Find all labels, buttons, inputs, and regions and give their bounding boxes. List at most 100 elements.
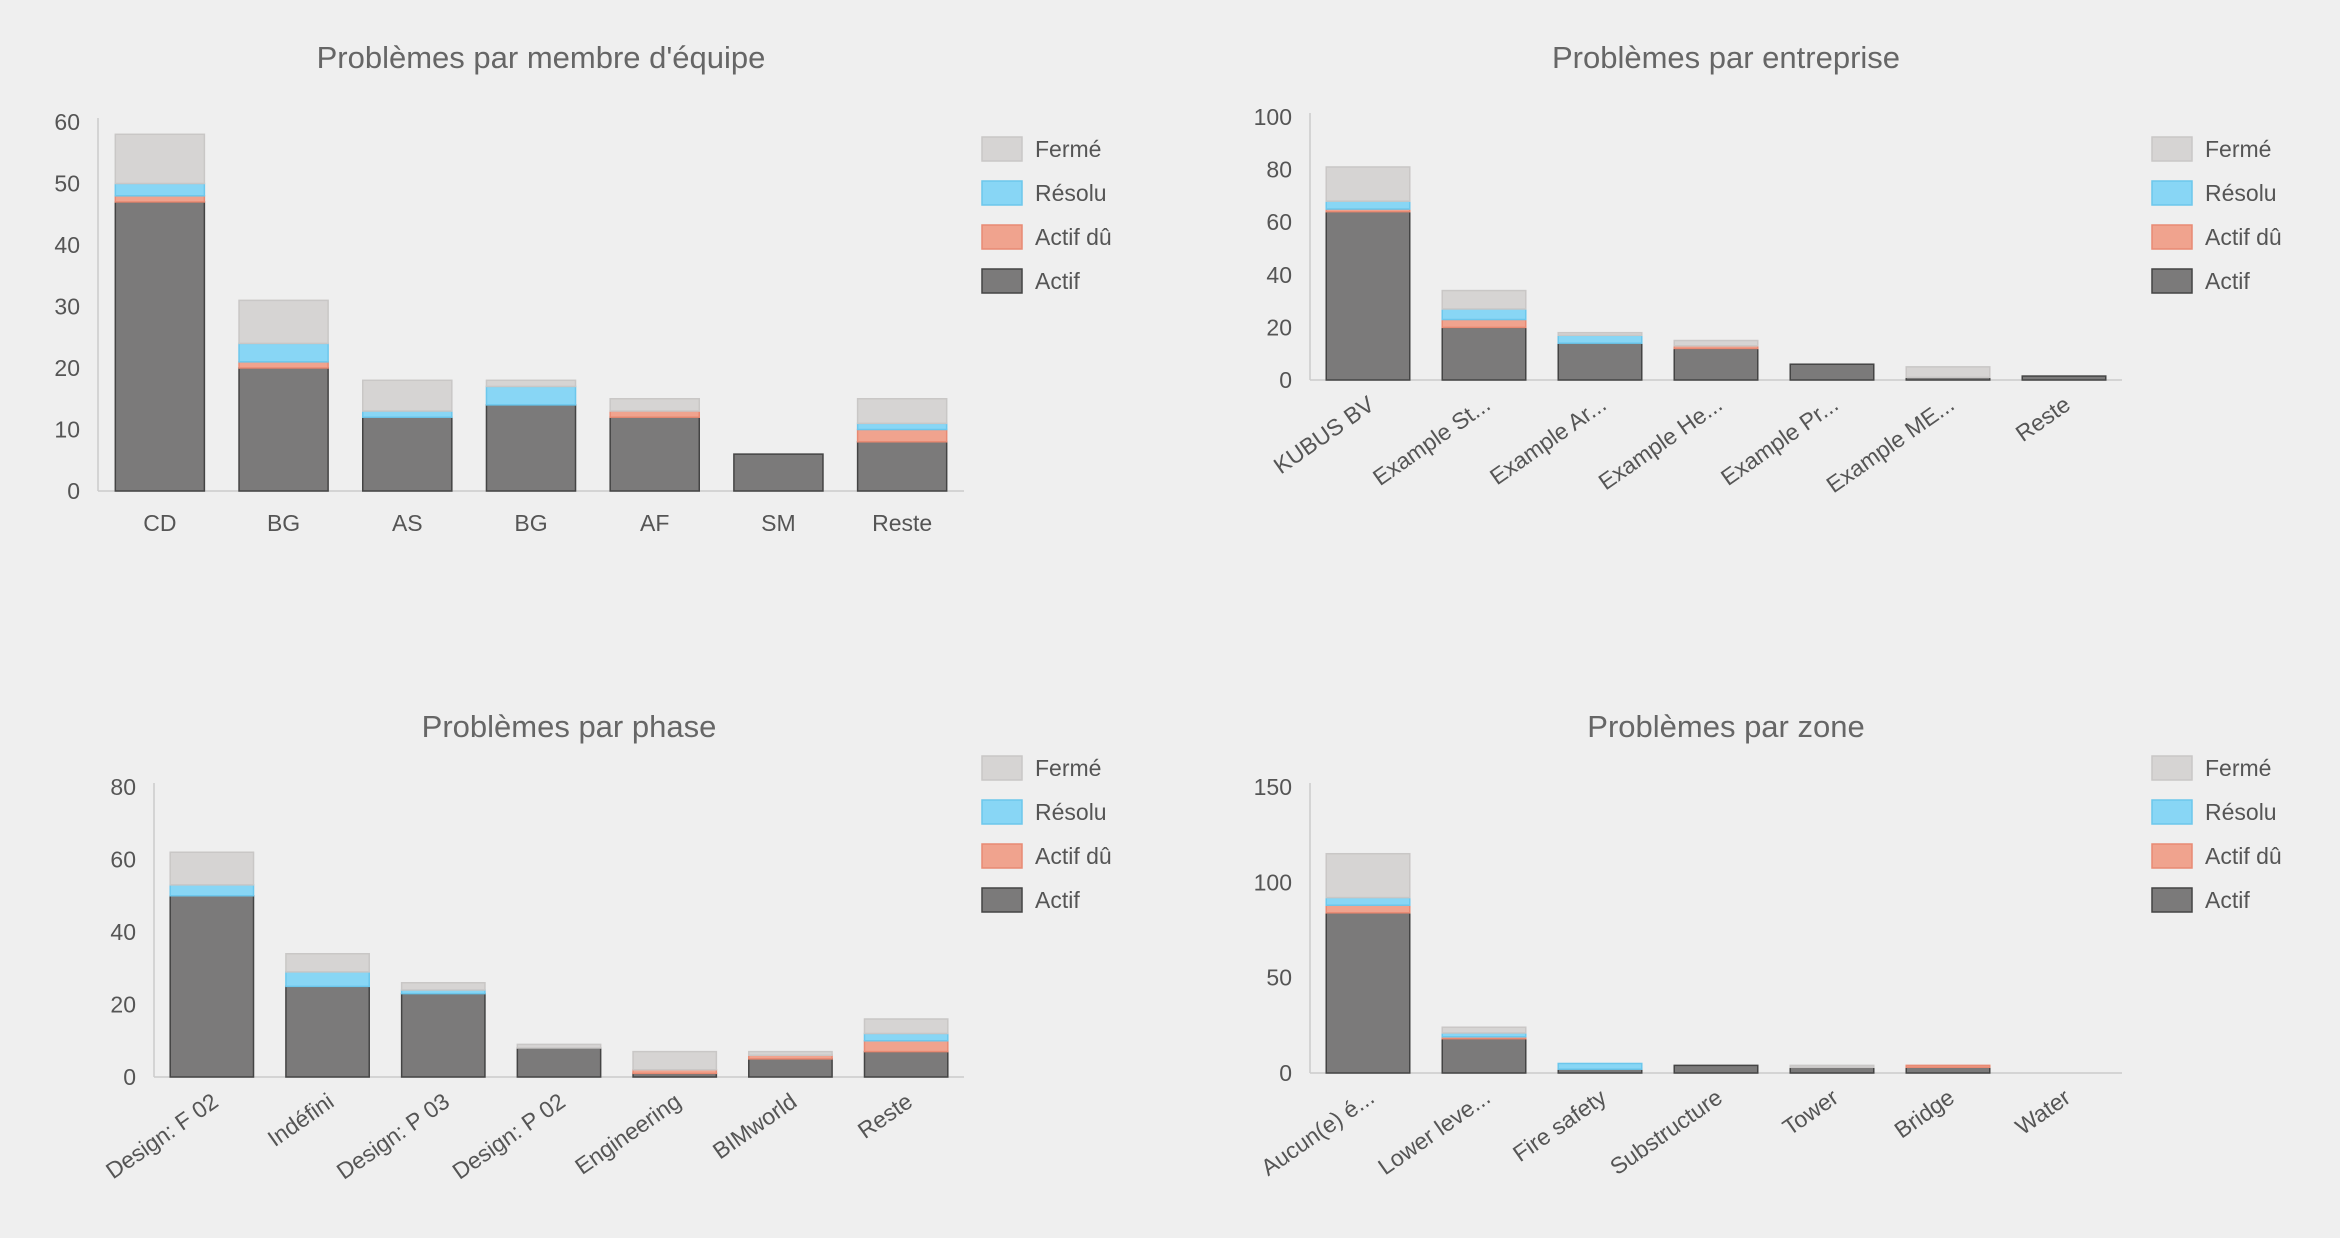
bar-segment-ferme-cd[interactable] (114, 133, 206, 185)
legend-label-ferme[interactable]: Fermé (1035, 755, 1101, 781)
bar-segment-actif-af[interactable] (609, 416, 701, 492)
legend-swatch-actif[interactable] (981, 268, 1023, 294)
legend-label-actif[interactable]: Actif (2205, 887, 2250, 913)
legend-swatch-ferme[interactable] (2151, 136, 2193, 162)
bar-segment-ferme-tower[interactable] (1789, 1064, 1875, 1069)
bar-segment-actif-sm[interactable] (733, 453, 824, 492)
legend-swatch-ferme[interactable] (981, 136, 1023, 162)
legend-swatch-actif[interactable] (981, 887, 1023, 913)
bar-segment-actif-design-p-02[interactable] (516, 1047, 602, 1078)
bar-segment-actif-du-af[interactable] (609, 410, 701, 418)
bar-segment-ferme-example-st[interactable] (1441, 289, 1527, 310)
bar-segment-actif-tower[interactable] (1789, 1066, 1875, 1074)
legend-label-resolu[interactable]: Résolu (1035, 180, 1107, 206)
bar-segment-resolu-aucun-e-e[interactable] (1325, 896, 1411, 906)
bar-segment-ferme-as[interactable] (361, 379, 453, 412)
bar-segment-actif-bg[interactable] (485, 404, 577, 492)
bar-segment-ferme-indefini[interactable] (285, 953, 370, 973)
bar-segment-actif-kubus-bv[interactable] (1325, 210, 1411, 381)
legend-swatch-actif-du[interactable] (2151, 224, 2193, 250)
bar-segment-resolu-indefini[interactable] (285, 971, 370, 988)
bar-segment-resolu-kubus-bv[interactable] (1325, 200, 1411, 210)
legend-label-resolu[interactable]: Résolu (1035, 799, 1107, 825)
bar-segment-resolu-design-f-02[interactable] (169, 884, 255, 897)
bar-segment-resolu-example-st[interactable] (1441, 308, 1527, 321)
bar-segment-ferme-example-me[interactable] (1905, 366, 1991, 379)
legend-label-actif-du[interactable]: Actif dû (1035, 224, 1112, 250)
legend-swatch-resolu[interactable] (2151, 799, 2193, 825)
legend-label-resolu[interactable]: Résolu (2205, 799, 2277, 825)
legend-swatch-actif[interactable] (2151, 268, 2193, 294)
bar-segment-actif-du-bg[interactable] (238, 361, 329, 369)
legend-swatch-actif-du[interactable] (2151, 843, 2193, 869)
bar-segment-ferme-bg[interactable] (238, 299, 329, 345)
legend-label-actif-du[interactable]: Actif dû (2205, 224, 2282, 250)
bar-segment-actif-lower-leve[interactable] (1441, 1037, 1527, 1074)
bar-segment-actif-example-he[interactable] (1673, 347, 1759, 381)
bar-segment-resolu-as[interactable] (361, 410, 453, 418)
bar-segment-actif-cd[interactable] (114, 201, 206, 492)
bar-segment-ferme-design-p-03[interactable] (400, 982, 486, 991)
bar-segment-resolu-example-ar[interactable] (1557, 334, 1643, 344)
x-tick-label: Design: P 02 (447, 1088, 569, 1185)
bar-segment-ferme-bg[interactable] (485, 379, 577, 388)
x-tick-label: Example ME... (1821, 391, 1958, 498)
bar-segment-actif-example-st[interactable] (1441, 326, 1527, 381)
bar-segment-ferme-example-ar[interactable] (1557, 331, 1643, 337)
bar-segment-resolu-fire-safety[interactable] (1557, 1062, 1643, 1070)
bar-segment-actif-bimworld[interactable] (748, 1058, 833, 1078)
legend-label-actif[interactable]: Actif (2205, 268, 2250, 294)
bar-segment-actif-bridge[interactable] (1905, 1066, 1991, 1074)
legend-label-actif[interactable]: Actif (1035, 887, 1080, 913)
bar-segment-ferme-aucun-e-e[interactable] (1325, 852, 1411, 899)
bar-segment-resolu-cd[interactable] (114, 182, 206, 197)
legend-swatch-actif[interactable] (2151, 887, 2193, 913)
legend-label-ferme[interactable]: Fermé (1035, 136, 1101, 162)
bar-segment-actif-du-reste[interactable] (863, 1040, 949, 1053)
bar-segment-actif-bg[interactable] (238, 367, 329, 492)
legend-swatch-ferme[interactable] (981, 755, 1023, 781)
bar-segment-ferme-example-he[interactable] (1673, 339, 1759, 347)
bar-segment-actif-reste[interactable] (856, 441, 948, 492)
bar-segment-ferme-design-f-02[interactable] (169, 851, 255, 886)
bar-segment-resolu-bg[interactable] (238, 342, 329, 363)
legend-swatch-ferme[interactable] (2151, 755, 2193, 781)
bar-segment-actif-as[interactable] (361, 416, 453, 492)
legend-label-ferme[interactable]: Fermé (2205, 136, 2271, 162)
legend-swatch-actif-du[interactable] (981, 224, 1023, 250)
legend-label-ferme[interactable]: Fermé (2205, 755, 2271, 781)
bar-segment-actif-example-pr[interactable] (1789, 363, 1875, 381)
bar-segment-actif-design-p-03[interactable] (400, 992, 486, 1078)
bar-segment-resolu-reste[interactable] (863, 1032, 949, 1042)
bar-segment-ferme-design-p-02[interactable] (516, 1043, 602, 1049)
bar-segment-actif-aucun-e-e[interactable] (1325, 912, 1411, 1074)
bar-segment-actif-reste[interactable] (863, 1050, 949, 1078)
bar-segment-actif-du-reste[interactable] (856, 428, 948, 443)
bar-segment-ferme-bimworld[interactable] (748, 1050, 833, 1056)
bar-segment-ferme-reste[interactable] (863, 1018, 949, 1035)
bar-segment-actif-example-ar[interactable] (1557, 342, 1643, 381)
bar-segment-ferme-af[interactable] (609, 398, 701, 412)
bar-segment-actif-substructure[interactable] (1673, 1064, 1759, 1074)
bar-segment-ferme-reste[interactable] (856, 398, 948, 425)
bar-segment-ferme-kubus-bv[interactable] (1325, 166, 1411, 202)
legend-label-actif[interactable]: Actif (1035, 268, 1080, 294)
bar-segment-ferme-lower-leve[interactable] (1441, 1026, 1527, 1034)
bar-segment-actif-design-f-02[interactable] (169, 895, 255, 1078)
legend-swatch-resolu[interactable] (981, 799, 1023, 825)
bar-segment-resolu-bg[interactable] (485, 385, 577, 406)
legend-swatch-resolu[interactable] (2151, 180, 2193, 206)
legend-label-actif-du[interactable]: Actif dû (1035, 843, 1112, 869)
bar-segment-actif-reste[interactable] (2021, 375, 2107, 381)
legend-swatch-actif-du[interactable] (981, 843, 1023, 869)
bar-segment-actif-du-cd[interactable] (114, 195, 206, 203)
bar-segment-actif-indefini[interactable] (285, 985, 370, 1078)
legend-label-resolu[interactable]: Résolu (2205, 180, 2277, 206)
bar-segment-ferme-engineering[interactable] (632, 1050, 718, 1071)
bar-segment-actif-du-bridge[interactable] (1905, 1064, 1991, 1069)
bar-segment-resolu-reste[interactable] (856, 422, 948, 431)
legend-swatch-resolu[interactable] (981, 180, 1023, 206)
bar-segment-actif-du-example-st[interactable] (1441, 318, 1527, 329)
legend-label-actif-du[interactable]: Actif dû (2205, 843, 2282, 869)
bar-segment-actif-du-aucun-e-e[interactable] (1325, 904, 1411, 914)
